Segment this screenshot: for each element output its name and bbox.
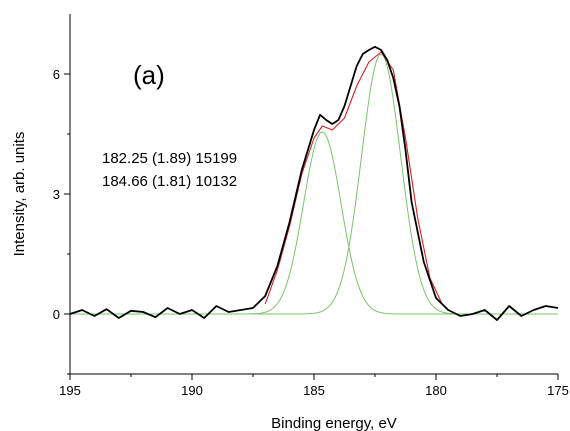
x-tick-label: 190 bbox=[181, 383, 203, 398]
y-tick-label: 0 bbox=[53, 307, 60, 322]
axes bbox=[64, 14, 559, 380]
envelope-line bbox=[264, 51, 449, 311]
y-tick-label: 6 bbox=[53, 67, 60, 82]
fit-components bbox=[70, 53, 558, 315]
chart-text: 195 190 185 180 175 0 3 6 Binding energy, eV Inte… bbox=[11, 60, 569, 431]
experimental-spectrum bbox=[69, 45, 559, 321]
x-tick-label: 175 bbox=[547, 383, 569, 398]
peak-annotation-2: 184.66 (1.81) 10132 bbox=[102, 173, 237, 190]
fit-peak-2 bbox=[70, 131, 558, 315]
experimental-line bbox=[69, 45, 559, 321]
x-tick-label: 195 bbox=[59, 383, 81, 398]
y-tick-label: 3 bbox=[53, 187, 60, 202]
peak-annotation-1: 182.25 (1.89) 15199 bbox=[102, 150, 237, 167]
y-axis-title: Intensity, arb. units bbox=[11, 132, 28, 257]
x-tick-label: 180 bbox=[425, 383, 447, 398]
fit-envelope bbox=[264, 51, 449, 311]
x-axis-title: Binding energy, eV bbox=[271, 415, 397, 431]
panel-label: (a) bbox=[133, 60, 165, 90]
x-tick-label: 185 bbox=[303, 383, 325, 398]
